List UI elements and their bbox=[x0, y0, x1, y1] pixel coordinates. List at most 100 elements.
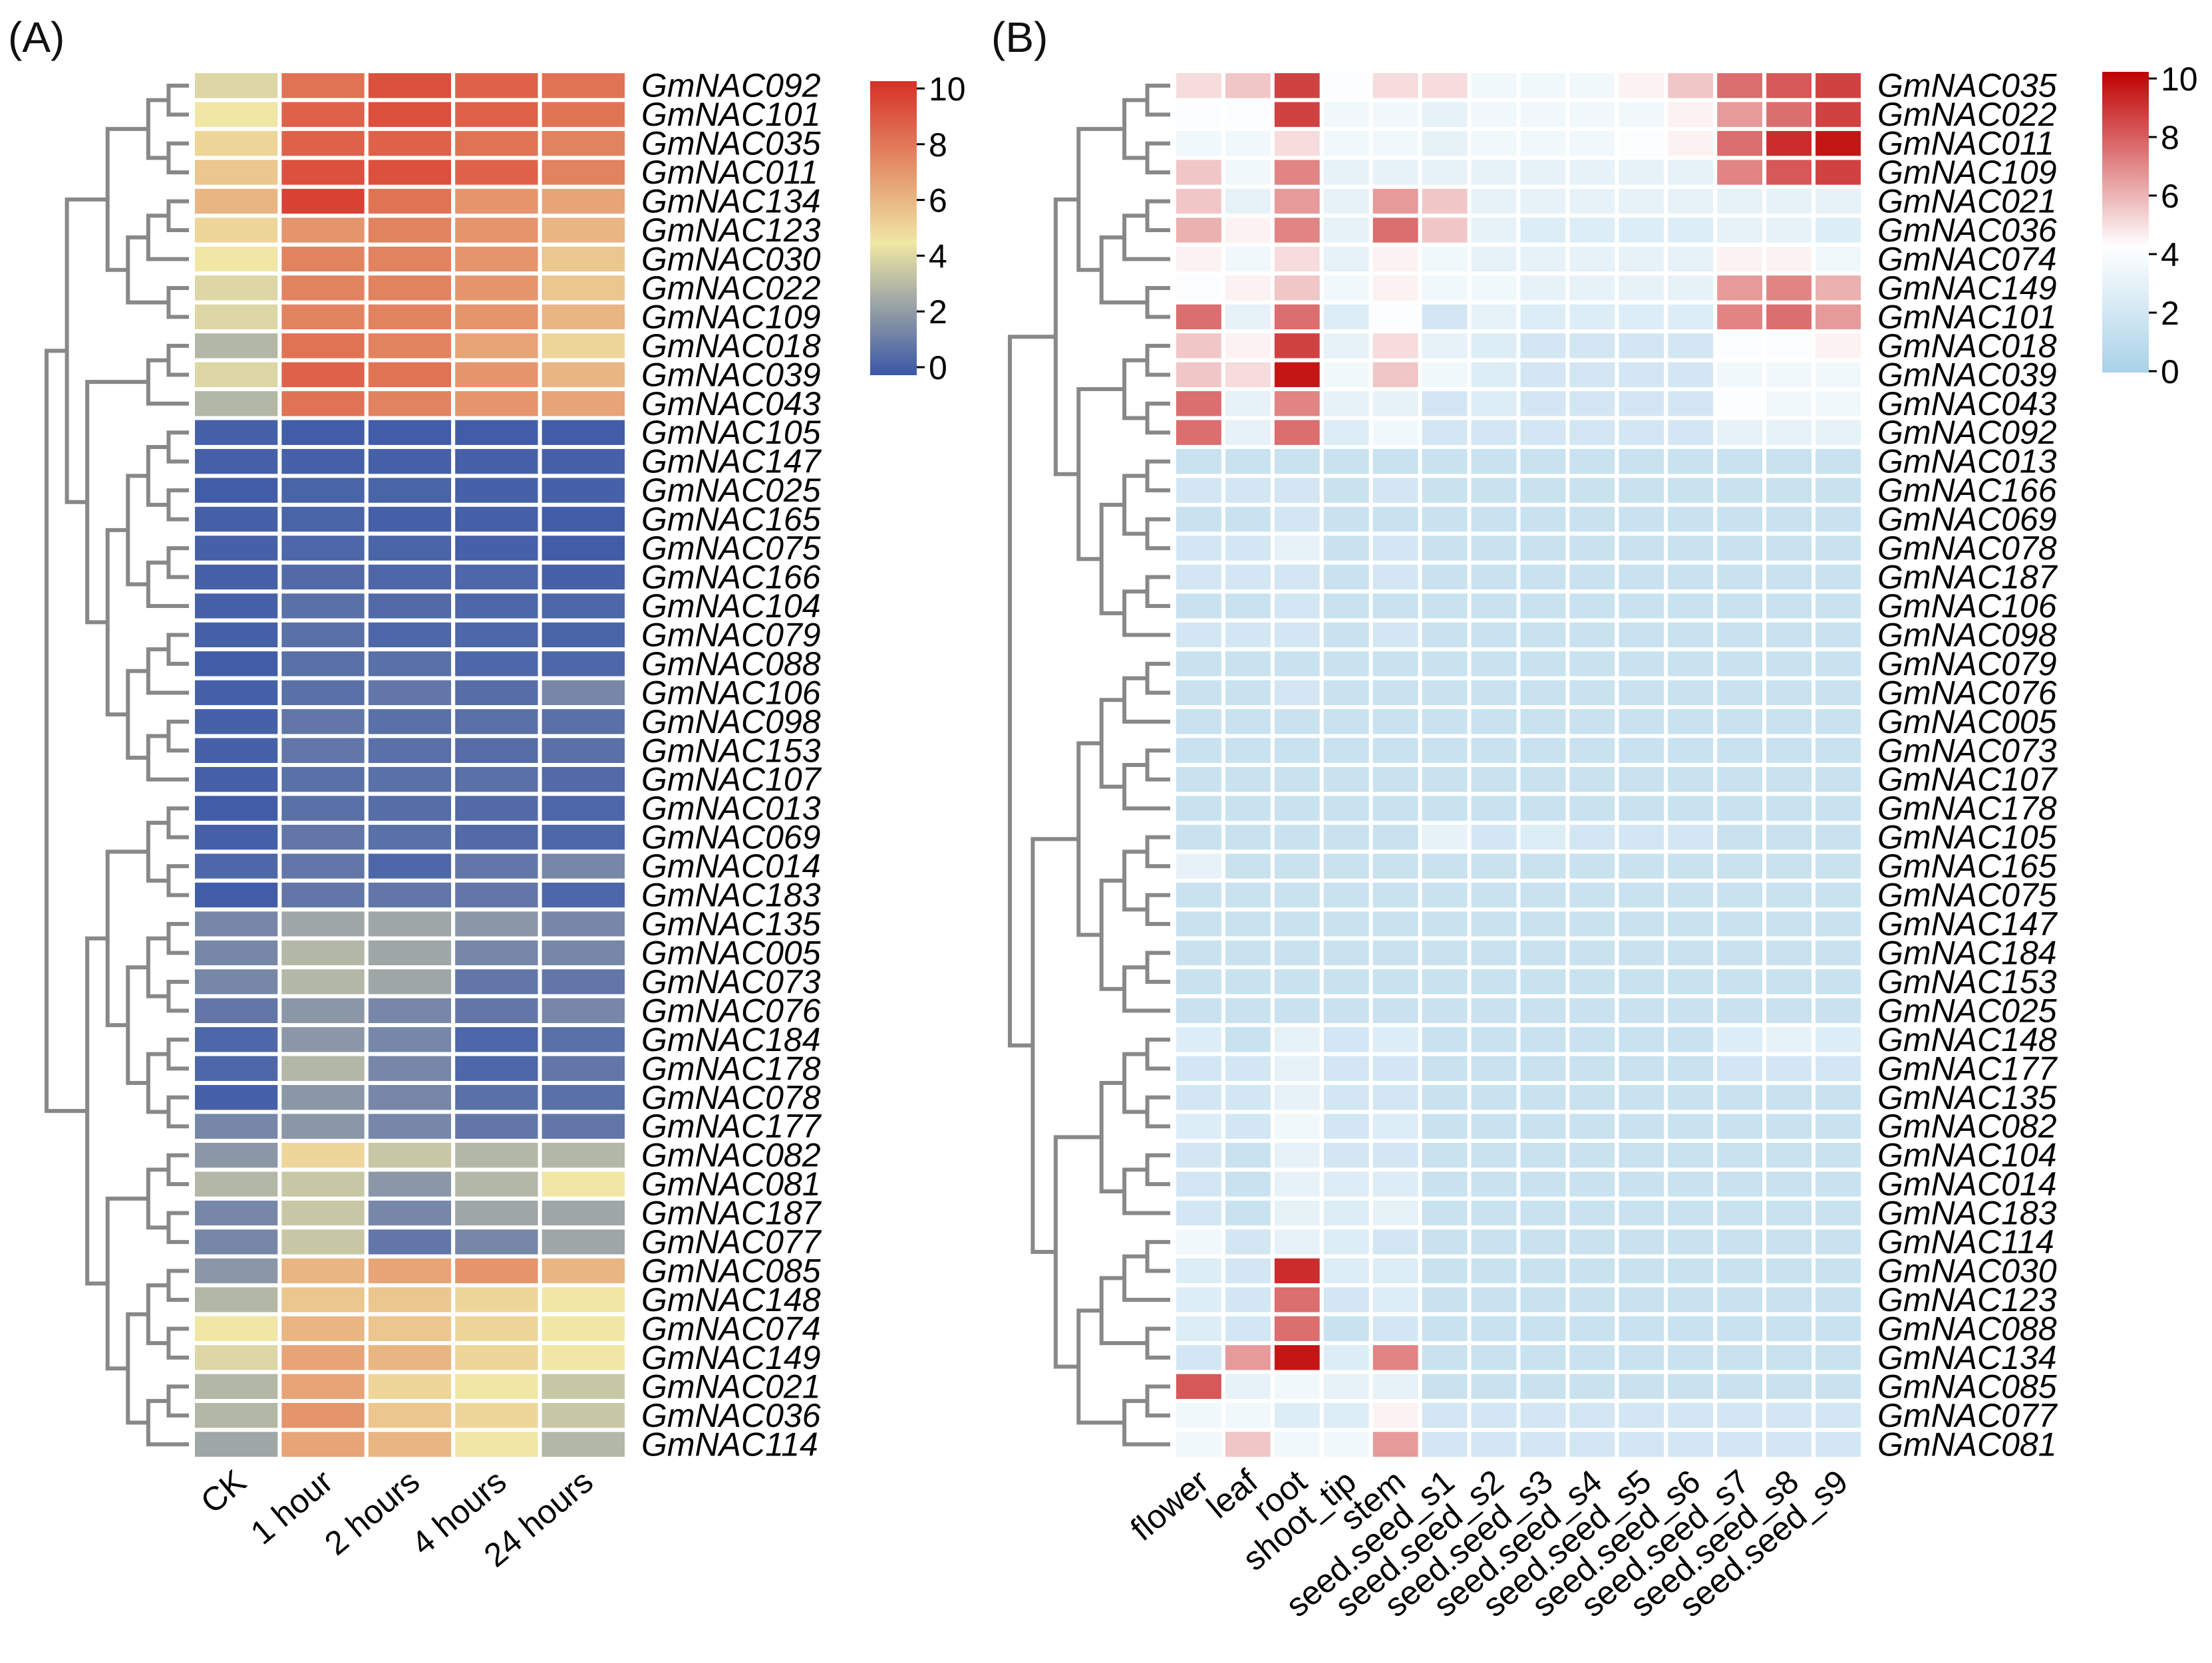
panel-b-cell bbox=[1368, 126, 1422, 160]
panel-b-dendro-branch bbox=[1145, 1037, 1170, 1071]
panel-a-row-label: GmNAC187 bbox=[641, 1195, 822, 1232]
panel-a-row-label: GmNAC177 bbox=[641, 1108, 822, 1145]
panel-b-cell bbox=[1221, 589, 1275, 623]
panel-b-cell bbox=[1615, 242, 1668, 276]
panel-b-cell bbox=[1516, 474, 1570, 507]
panel-b-cell bbox=[1762, 329, 1816, 363]
panel-a-cell bbox=[451, 1225, 542, 1259]
panel-b-cell bbox=[1221, 300, 1275, 334]
panel-b-cell bbox=[1565, 474, 1619, 507]
panel-a-cell bbox=[538, 271, 629, 305]
panel-b-cell bbox=[1418, 676, 1472, 710]
panel-a-cell bbox=[191, 1254, 282, 1288]
panel-b-cell bbox=[1418, 444, 1472, 478]
panel-b-row-label: GmNAC092 bbox=[1877, 414, 2057, 451]
panel-b-cell bbox=[1516, 1138, 1570, 1172]
panel-b-cell bbox=[1713, 676, 1767, 710]
panel-b-cell bbox=[1713, 416, 1767, 449]
panel-b-cell bbox=[1516, 1110, 1570, 1143]
panel-b-row-label: GmNAC183 bbox=[1877, 1195, 2057, 1232]
panel-b-dendro-branch bbox=[1145, 1095, 1170, 1129]
panel-a-cell bbox=[538, 647, 629, 680]
panel-a-cell bbox=[277, 560, 369, 594]
panel-b-cell bbox=[1565, 618, 1619, 652]
panel-b-row-label: GmNAC085 bbox=[1877, 1368, 2057, 1405]
panel-b-cell bbox=[1713, 994, 1767, 1028]
panel-a-cell bbox=[538, 618, 629, 652]
panel-a-cell bbox=[277, 647, 369, 680]
panel-a-row-label: GmNAC104 bbox=[641, 587, 821, 625]
panel-b-cell bbox=[1516, 358, 1570, 392]
panel-b-dendro-branch bbox=[1145, 893, 1170, 927]
panel-b-colorbar-tick-label: 0 bbox=[2161, 353, 2179, 390]
panel-a-cell bbox=[277, 184, 369, 218]
panel-a-cell bbox=[451, 907, 542, 941]
panel-a-dendro-branch bbox=[166, 922, 189, 955]
panel-a-cell bbox=[277, 618, 369, 652]
panel-b-cell bbox=[1615, 820, 1668, 854]
panel-b-cell bbox=[1368, 502, 1422, 536]
panel-a-cell bbox=[191, 387, 282, 420]
panel-b-cell bbox=[1565, 560, 1619, 594]
panel-b-cell bbox=[1467, 1399, 1521, 1432]
panel-a-cell bbox=[277, 1254, 369, 1288]
panel-b-colorbar-tick-label: 2 bbox=[2161, 295, 2179, 332]
panel-b-cell bbox=[1270, 69, 1324, 102]
panel-a-cell bbox=[364, 1370, 456, 1404]
panel-b-cell bbox=[1615, 156, 1668, 189]
panel-a-dendro-branch bbox=[166, 1326, 189, 1360]
panel-b-cell bbox=[1319, 98, 1373, 131]
panel-a-cell bbox=[364, 878, 456, 912]
panel-b-cell bbox=[1615, 1283, 1668, 1316]
panel-b-cell bbox=[1368, 69, 1422, 102]
panel-a-cell bbox=[277, 705, 369, 738]
panel-b-cell bbox=[1467, 502, 1521, 536]
panel-b-cell bbox=[1762, 647, 1816, 680]
panel-b-cell bbox=[1762, 560, 1816, 594]
panel-b-cell bbox=[1368, 184, 1422, 218]
panel-b-cell bbox=[1221, 98, 1275, 131]
panel-b-cell bbox=[1713, 560, 1767, 594]
panel-b-cell bbox=[1762, 358, 1816, 392]
panel-a-cell bbox=[538, 300, 629, 334]
panel-b-cell bbox=[1270, 820, 1324, 854]
panel-a-cell bbox=[277, 994, 369, 1028]
panel-b-cell bbox=[1418, 560, 1472, 594]
panel-b-cell bbox=[1467, 560, 1521, 594]
panel-b-cell bbox=[1368, 531, 1422, 565]
panel-b-cell bbox=[1664, 1138, 1718, 1172]
panel-b-row-label: GmNAC013 bbox=[1877, 443, 2057, 480]
panel-a-cell bbox=[191, 1225, 282, 1259]
panel-a-cell bbox=[538, 214, 629, 247]
panel-b-cell bbox=[1172, 474, 1225, 507]
panel-a-dendro-branch bbox=[166, 546, 189, 579]
panel-a-cell bbox=[538, 994, 629, 1028]
panel-b-cell bbox=[1812, 1167, 1865, 1201]
panel-a-cell bbox=[364, 965, 456, 998]
panel-b-cell bbox=[1467, 1283, 1521, 1316]
panel-a-cell bbox=[538, 1428, 629, 1461]
panel-b-cell bbox=[1713, 156, 1767, 189]
panel-a-dendro-branch bbox=[166, 488, 189, 522]
panel-b-cell bbox=[1418, 1196, 1472, 1230]
panel-a-cell bbox=[538, 965, 629, 998]
panel-b-cell bbox=[1565, 734, 1619, 767]
panel-b-cell bbox=[1516, 1370, 1570, 1404]
panel-b-cell bbox=[1516, 1312, 1570, 1346]
panel-a-dendro-branch bbox=[166, 83, 189, 117]
panel-b-cell bbox=[1319, 647, 1373, 680]
panel-a-row-label: GmNAC085 bbox=[641, 1253, 821, 1290]
panel-a-cell bbox=[191, 214, 282, 247]
panel-b-cell bbox=[1812, 1138, 1865, 1172]
panel-b-cell bbox=[1664, 1196, 1718, 1230]
panel-b-column-label: flower bbox=[1124, 1463, 1215, 1549]
panel-b-cell bbox=[1270, 1254, 1324, 1288]
panel-b-cell bbox=[1664, 618, 1718, 652]
panel-a-row-label: GmNAC153 bbox=[641, 732, 821, 769]
panel-a-cell bbox=[451, 705, 542, 738]
panel-a-cell bbox=[191, 156, 282, 189]
panel-b-cell bbox=[1812, 156, 1865, 189]
panel-b-cell bbox=[1172, 936, 1225, 970]
panel-b-row-label: GmNAC021 bbox=[1877, 183, 2057, 220]
panel-b-cell bbox=[1812, 444, 1865, 478]
